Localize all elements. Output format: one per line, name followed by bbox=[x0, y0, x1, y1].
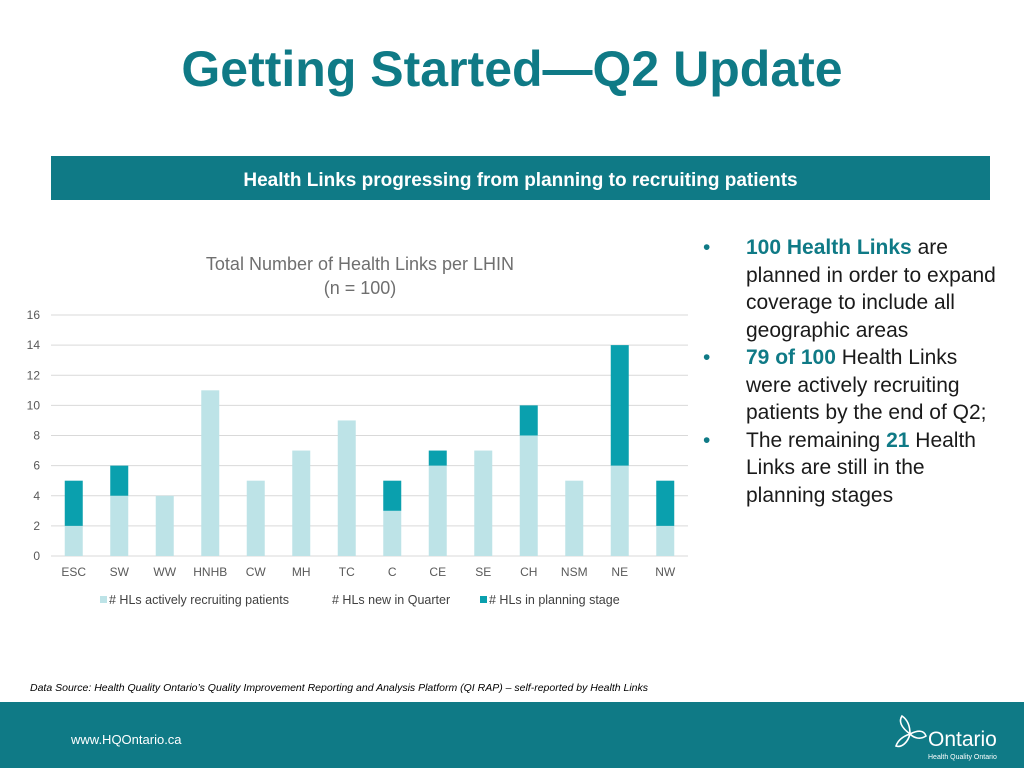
legend: # HLs actively recruiting patients # HLs … bbox=[100, 593, 620, 607]
x-tick-label: HNHB bbox=[193, 565, 227, 579]
x-tick-label: SE bbox=[475, 565, 491, 579]
chart-subtitle: (n = 100) bbox=[324, 278, 397, 298]
bullet-text: are planned in order to expand coverage … bbox=[746, 236, 996, 342]
bar-segment bbox=[519, 435, 538, 556]
banner: Health Links progressing from planning t… bbox=[51, 156, 990, 200]
bar-segment bbox=[610, 465, 629, 556]
bar-segment bbox=[110, 495, 129, 556]
bar-segment bbox=[201, 390, 220, 556]
bar-segment bbox=[610, 345, 629, 466]
slide-title: Getting Started—Q2 Update bbox=[181, 41, 843, 97]
legend-label: # HLs new in Quarter bbox=[332, 593, 450, 607]
x-tick-label: MH bbox=[292, 565, 311, 579]
y-tick-label: 16 bbox=[27, 308, 41, 322]
bullet-text: Health Links were actively recruiting pa… bbox=[746, 346, 987, 424]
bullet-list: • 100 Health Links are planned in order t… bbox=[700, 234, 1000, 509]
gridlines bbox=[51, 314, 688, 557]
bar-segment bbox=[292, 450, 311, 556]
bullet-prefix: The remaining bbox=[746, 428, 887, 452]
trillium-icon bbox=[894, 714, 927, 748]
x-tick-label: NE bbox=[611, 565, 628, 579]
x-tick-label: ESC bbox=[61, 565, 86, 579]
bar-segment bbox=[519, 405, 538, 436]
bar-segment bbox=[155, 495, 174, 556]
y-tick-label: 8 bbox=[33, 429, 40, 443]
data-source-note: Data Source: Health Quality Ontario’s Qu… bbox=[30, 682, 649, 694]
ontario-logo: Ontario Health Quality Ontario bbox=[890, 710, 1010, 766]
bar-segment bbox=[110, 465, 129, 496]
y-tick-label: 10 bbox=[27, 398, 41, 412]
y-tick-label: 4 bbox=[33, 489, 40, 503]
y-tick-label: 0 bbox=[33, 549, 40, 563]
bullet-highlight: 21 bbox=[886, 428, 910, 452]
bar-segment bbox=[656, 480, 675, 526]
x-tick-label: CH bbox=[520, 565, 537, 579]
legend-swatch bbox=[480, 596, 487, 603]
bar-segment bbox=[337, 420, 356, 556]
legend-label: # HLs actively recruiting patients bbox=[109, 593, 289, 607]
legend-swatch bbox=[323, 596, 330, 603]
x-tick-label: NSM bbox=[561, 565, 588, 579]
x-tick-label: CW bbox=[246, 565, 267, 579]
x-tick-label: NW bbox=[655, 565, 676, 579]
logo-subtext: Health Quality Ontario bbox=[928, 754, 997, 761]
x-tick-label: C bbox=[388, 565, 397, 579]
x-tick-label: WW bbox=[153, 565, 176, 579]
y-tick-label: 12 bbox=[27, 368, 41, 382]
bar-segment bbox=[428, 465, 447, 556]
bullet-highlight: 79 of 100 bbox=[746, 346, 836, 369]
bullet-item: • The remaining 21 Health Links are still… bbox=[700, 427, 1000, 510]
bar-segment bbox=[64, 480, 83, 526]
banner-text: Health Links progressing from planning t… bbox=[243, 170, 798, 191]
bars bbox=[64, 345, 675, 556]
y-tick-label: 14 bbox=[27, 338, 41, 352]
bar-segment bbox=[474, 450, 493, 556]
bar-segment bbox=[64, 525, 83, 556]
bullet-dot: • bbox=[703, 346, 711, 369]
stacked-bar-chart: Total Number of Health Links per LHIN (n… bbox=[27, 254, 688, 607]
axis-ticks: 0 2 4 6 8 10 12 14 16 ESC SW WW HNHB CW MH TC C CE SE CH NSM… bbox=[27, 308, 676, 579]
x-tick-label: SW bbox=[110, 565, 130, 579]
bar-segment bbox=[656, 525, 675, 556]
legend-label: # HLs in planning stage bbox=[489, 593, 620, 607]
bar-segment bbox=[428, 450, 447, 466]
bullet-highlight: 100 Health Links bbox=[746, 236, 912, 259]
bar-segment bbox=[246, 480, 265, 556]
x-tick-label: CE bbox=[429, 565, 446, 579]
footer: www.HQOntario.ca Ontario Health Quality … bbox=[0, 702, 1024, 768]
y-tick-label: 2 bbox=[33, 519, 40, 533]
bullet-dot: • bbox=[703, 236, 711, 259]
website-link[interactable]: www.HQOntario.ca bbox=[71, 732, 182, 747]
bullet-item: • 79 of 100 Health Links were actively re… bbox=[700, 344, 1000, 427]
bullet-dot: • bbox=[703, 428, 711, 452]
legend-swatch bbox=[100, 596, 107, 603]
x-tick-label: TC bbox=[339, 565, 355, 579]
chart-title: Total Number of Health Links per LHIN bbox=[206, 254, 514, 274]
bar-segment bbox=[383, 510, 402, 556]
logo-wordmark: Ontario bbox=[928, 728, 997, 751]
bar-segment bbox=[383, 480, 402, 511]
bullet-text: Health Links are still in the planning s… bbox=[746, 428, 976, 507]
bullet-item: • 100 Health Links are planned in order t… bbox=[700, 234, 1000, 344]
bar-segment bbox=[565, 480, 584, 556]
y-tick-label: 6 bbox=[33, 459, 40, 473]
